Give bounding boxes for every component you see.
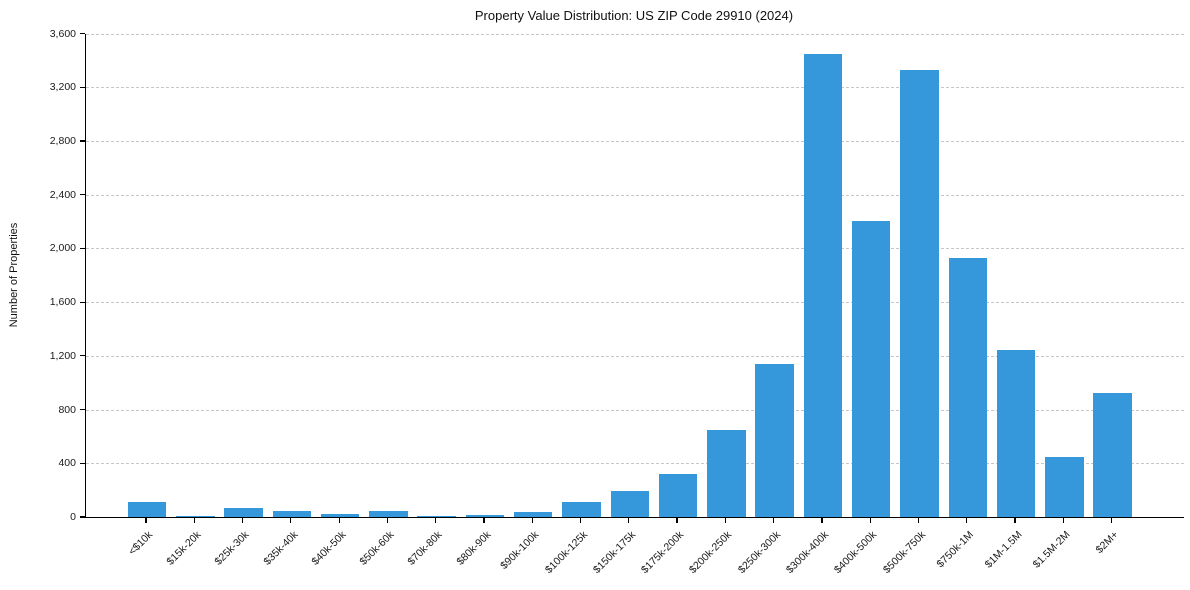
y-tick-mark xyxy=(80,355,85,357)
y-axis-label: Number of Properties xyxy=(8,222,20,328)
y-tick-label: 800 xyxy=(58,403,76,416)
x-tick-mark xyxy=(724,518,726,524)
x-tick-mark xyxy=(290,518,292,524)
x-tick-mark xyxy=(338,518,340,524)
gridline xyxy=(86,463,1184,465)
x-tick-mark xyxy=(193,518,195,524)
x-tick-mark xyxy=(628,518,630,524)
bar-$100k-125k xyxy=(562,502,601,517)
y-tick-mark xyxy=(80,462,85,464)
gridline xyxy=(86,140,1184,142)
bar-$250k-300k xyxy=(755,363,794,517)
bar-<$10k xyxy=(127,502,167,517)
y-tick-label: 2,400 xyxy=(49,188,76,201)
gridline xyxy=(86,355,1184,357)
gridline xyxy=(86,33,1184,35)
plot-area xyxy=(85,33,1184,518)
y-tick-mark xyxy=(80,301,85,303)
gridline xyxy=(86,409,1184,411)
x-tick-mark xyxy=(241,518,244,524)
bar-$40k-50k xyxy=(320,514,360,517)
bar-$80k-90k xyxy=(465,514,505,517)
bar-$2M+ xyxy=(1093,393,1132,517)
y-tick-label: 3,600 xyxy=(49,27,76,40)
x-tick-mark xyxy=(773,518,775,524)
bar-$750k-1M xyxy=(948,257,987,517)
bar-$150k-175k xyxy=(610,491,650,517)
x-tick-mark xyxy=(435,518,437,524)
gridline xyxy=(86,194,1184,196)
x-tick-mark xyxy=(531,518,533,524)
y-tick-mark xyxy=(80,194,85,196)
y-tick-mark xyxy=(80,32,85,35)
x-tick-mark xyxy=(386,518,388,524)
x-tick-mark xyxy=(676,518,678,524)
x-tick-mark xyxy=(966,518,968,524)
bar-$1M-1.5M xyxy=(996,350,1036,517)
chart-title: Property Value Distribution: US ZIP Code… xyxy=(474,8,794,23)
bar-$175k-200k xyxy=(658,474,698,517)
x-tick-mark xyxy=(579,518,582,524)
gridline xyxy=(86,248,1184,250)
y-tick-label: 3,200 xyxy=(49,81,76,94)
y-tick-label: 2,000 xyxy=(49,242,76,255)
x-tick-mark xyxy=(1014,518,1016,524)
bar-$15k-20k xyxy=(176,515,215,517)
x-tick-mark xyxy=(1062,518,1064,524)
bar-$35k-40k xyxy=(272,510,312,517)
x-tick-mark xyxy=(821,518,823,524)
x-tick-mark xyxy=(917,518,920,524)
bar-$300k-400k xyxy=(803,53,843,517)
y-tick-label: 1,600 xyxy=(49,296,76,309)
x-tick-mark xyxy=(483,518,485,524)
gridline xyxy=(86,87,1184,89)
y-tick-mark xyxy=(80,516,85,518)
bar-$400k-500k xyxy=(851,220,891,517)
y-tick-label: 1,200 xyxy=(49,349,76,362)
y-tick-label: 400 xyxy=(58,457,76,470)
bar-$25k-30k xyxy=(224,507,263,517)
gridline xyxy=(86,302,1184,304)
x-tick-mark xyxy=(869,518,871,524)
bar-$200k-250k xyxy=(707,430,746,517)
y-tick-mark xyxy=(80,140,85,142)
y-tick-mark xyxy=(80,247,85,249)
y-tick-mark xyxy=(80,86,85,88)
bar-$500k-750k xyxy=(900,69,939,517)
bar-$90k-100k xyxy=(513,512,553,517)
bar-$50k-60k xyxy=(369,510,408,517)
y-tick-mark xyxy=(80,408,85,411)
y-tick-label: 2,800 xyxy=(49,134,76,147)
bar-$1.5M-2M xyxy=(1045,457,1084,517)
bar-$70k-80k xyxy=(417,516,456,517)
y-tick-label: 0 xyxy=(70,511,76,523)
x-tick-mark xyxy=(145,518,147,524)
x-tick-mark xyxy=(1111,518,1113,524)
